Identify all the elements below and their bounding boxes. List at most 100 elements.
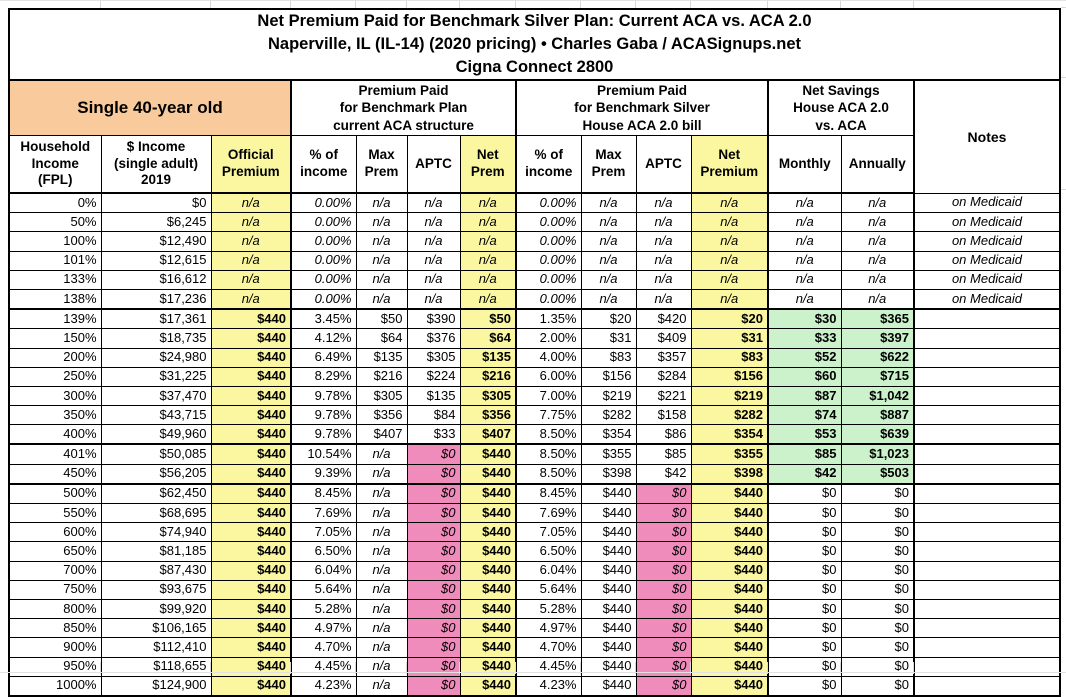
cell-house-net-premium[interactable]: n/a [690,192,769,214]
cell-house-pct-of-income[interactable]: 8.50% [515,424,582,446]
cell-notes[interactable] [913,308,1061,330]
cell-house-net-premium[interactable]: $83 [690,347,769,368]
cell-savings-monthly[interactable]: n/a [767,250,842,271]
cell-aca-pct-of-income[interactable]: 9.78% [290,385,357,407]
cell-official-premium[interactable]: $440 [210,579,292,600]
cell-aca-net-prem[interactable]: $440 [459,463,517,485]
cell-house-pct-of-income[interactable]: 8.50% [515,443,582,465]
cell-aca-aptc[interactable]: $84 [406,405,461,426]
cell-income[interactable]: $12,615 [100,250,212,271]
cell-notes[interactable] [913,463,1061,485]
cell-savings-monthly[interactable]: $42 [767,463,842,485]
cell-fpl[interactable]: 850% [8,618,102,639]
cell-official-premium[interactable]: $440 [210,541,292,562]
cell-house-max-prem[interactable]: $440 [580,522,637,543]
cell-aca-max-prem[interactable]: n/a [355,463,408,485]
cell-house-aptc[interactable]: $0 [635,560,692,581]
cell-fpl[interactable]: 950% [8,656,102,677]
cell-income[interactable]: $16,612 [100,269,212,290]
cell-fpl[interactable]: 350% [8,405,102,426]
column-header-aca-net-prem[interactable]: Net Prem [459,135,517,194]
cell-house-net-premium[interactable]: $355 [690,443,769,465]
cell-official-premium[interactable]: $440 [210,424,292,446]
cell-official-premium[interactable]: n/a [210,269,292,290]
cell-income[interactable]: $124,900 [100,675,212,697]
cell-income[interactable]: $49,960 [100,424,212,446]
cell-aca-net-prem[interactable]: $440 [459,618,517,639]
cell-aca-aptc[interactable]: $376 [406,328,461,349]
cell-aca-aptc[interactable]: $0 [406,522,461,543]
cell-house-net-premium[interactable]: $282 [690,405,769,426]
cell-house-pct-of-income[interactable]: 4.23% [515,675,582,697]
cell-house-aptc[interactable]: n/a [635,192,692,214]
cell-savings-annually[interactable]: $622 [840,347,915,368]
cell-aca-net-prem[interactable]: $135 [459,347,517,368]
cell-aca-aptc[interactable]: $0 [406,443,461,465]
cell-house-pct-of-income[interactable]: 7.05% [515,522,582,543]
cell-aca-pct-of-income[interactable]: 0.00% [290,269,357,290]
cell-aca-aptc[interactable]: $0 [406,598,461,620]
cell-house-max-prem[interactable]: $31 [580,328,637,349]
cell-house-aptc[interactable]: $0 [635,656,692,677]
cell-savings-monthly[interactable]: $0 [767,560,842,581]
cell-savings-monthly[interactable]: $53 [767,424,842,446]
cell-house-net-premium[interactable]: $440 [690,618,769,639]
cell-savings-annually[interactable]: $0 [840,522,915,543]
cell-aca-max-prem[interactable]: n/a [355,231,408,252]
cell-official-premium[interactable]: n/a [210,288,292,311]
cell-aca-pct-of-income[interactable]: 3.45% [290,308,357,330]
cell-savings-monthly[interactable]: n/a [767,269,842,290]
cell-house-max-prem[interactable]: n/a [580,269,637,290]
cell-savings-annually[interactable]: $887 [840,405,915,426]
cell-aca-max-prem[interactable]: $50 [355,308,408,330]
cell-savings-monthly[interactable]: $0 [767,522,842,543]
cell-aca-pct-of-income[interactable]: 7.05% [290,522,357,543]
cell-aca-max-prem[interactable]: n/a [355,192,408,214]
cell-aca-max-prem[interactable]: n/a [355,656,408,677]
cell-house-max-prem[interactable]: $440 [580,541,637,562]
column-header-aca-max-prem[interactable]: Max Prem [355,135,408,194]
cell-savings-annually[interactable]: $365 [840,308,915,330]
cell-savings-monthly[interactable]: $0 [767,541,842,562]
cell-savings-annually[interactable]: $1,023 [840,443,915,465]
cell-notes[interactable]: on Medicaid [913,269,1061,290]
cell-income[interactable]: $87,430 [100,560,212,581]
cell-house-pct-of-income[interactable]: 6.50% [515,541,582,562]
cell-income[interactable]: $74,940 [100,522,212,543]
cell-house-max-prem[interactable]: $440 [580,598,637,620]
cell-house-pct-of-income[interactable]: 0.00% [515,288,582,311]
cell-fpl[interactable]: 550% [8,502,102,524]
cell-savings-monthly[interactable]: $0 [767,656,842,677]
cell-aca-net-prem[interactable]: n/a [459,231,517,252]
cell-aca-pct-of-income[interactable]: 0.00% [290,288,357,311]
cell-notes[interactable] [913,424,1061,446]
cell-savings-annually[interactable]: $0 [840,483,915,504]
cell-aca-pct-of-income[interactable]: 4.45% [290,656,357,677]
cell-savings-annually[interactable]: n/a [840,231,915,252]
column-header-aca-pct-income[interactable]: % of income [290,135,357,194]
cell-aca-net-prem[interactable]: $440 [459,637,517,658]
cell-aca-aptc[interactable]: $224 [406,366,461,387]
cell-aca-aptc[interactable]: n/a [406,288,461,311]
cell-savings-annually[interactable]: $0 [840,541,915,562]
cell-house-max-prem[interactable]: $20 [580,308,637,330]
cell-house-max-prem[interactable]: $398 [580,463,637,485]
cell-official-premium[interactable]: $440 [210,308,292,330]
column-header-monthly[interactable]: Monthly [767,135,842,194]
cell-house-max-prem[interactable]: $219 [580,385,637,407]
cell-savings-monthly[interactable]: $87 [767,385,842,407]
cell-aca-net-prem[interactable]: $216 [459,366,517,387]
cell-aca-net-prem[interactable]: $440 [459,443,517,465]
column-header-house-net-premium[interactable]: Net Premium [690,135,769,194]
cell-aca-aptc[interactable]: $33 [406,424,461,446]
cell-house-pct-of-income[interactable]: 0.00% [515,269,582,290]
cell-house-net-premium[interactable]: $440 [690,522,769,543]
cell-house-aptc[interactable]: $0 [635,598,692,620]
cell-income[interactable]: $68,695 [100,502,212,524]
cell-savings-annually[interactable]: $1,042 [840,385,915,407]
cell-house-net-premium[interactable]: $440 [690,560,769,581]
cell-savings-annually[interactable]: $0 [840,637,915,658]
cell-house-max-prem[interactable]: $440 [580,502,637,524]
cell-aca-max-prem[interactable]: n/a [355,522,408,543]
cell-house-max-prem[interactable]: $440 [580,560,637,581]
